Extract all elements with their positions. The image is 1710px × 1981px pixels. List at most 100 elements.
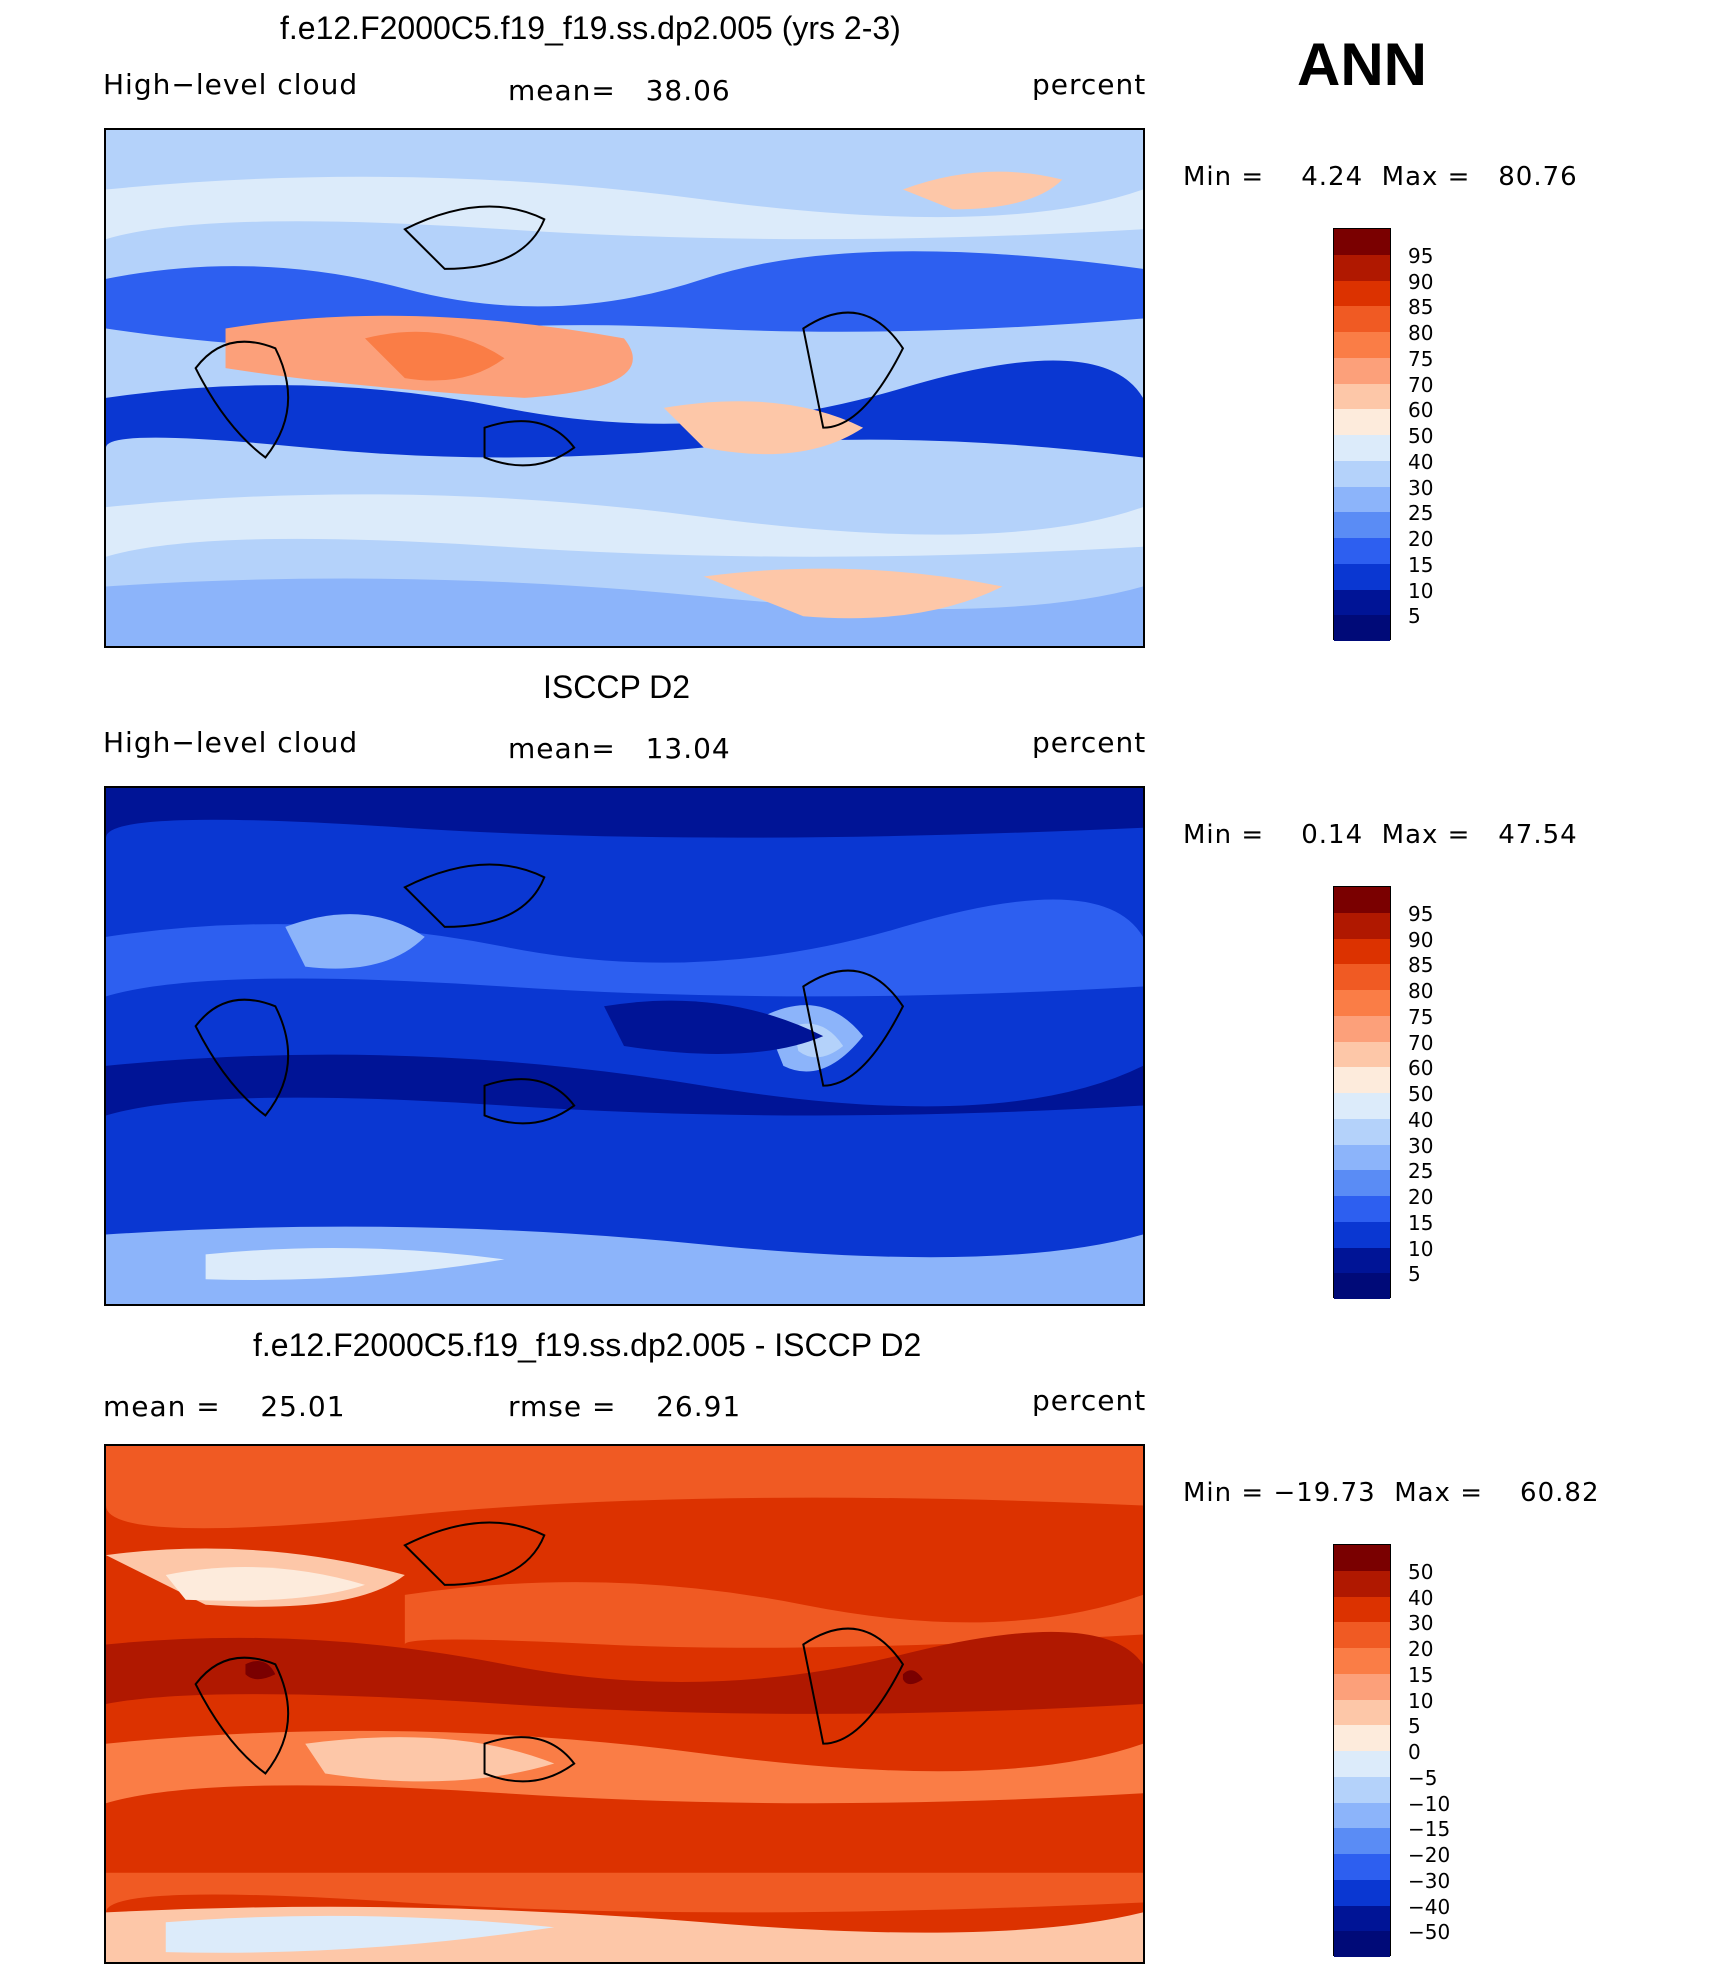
colorbar-segment — [1334, 280, 1390, 307]
colorbar-segment — [1334, 1273, 1390, 1299]
colorbar-segment — [1334, 332, 1390, 358]
colorbar-segment — [1334, 1879, 1390, 1906]
colorbar-tick-label: 40 — [1408, 1107, 1434, 1132]
colorbar-segment — [1334, 409, 1390, 435]
panel1-units-label: percent — [1032, 68, 1147, 101]
colorbar-segment — [1334, 1067, 1390, 1093]
colorbar-tick-label: −40 — [1408, 1894, 1451, 1919]
colorbar-tick-label: −50 — [1408, 1920, 1451, 1945]
colorbar-tick-label: 20 — [1408, 1637, 1434, 1661]
colorbar-tick-label: 95 — [1408, 901, 1434, 926]
colorbar-tick-label: 80 — [1408, 979, 1434, 1003]
colorbar-tick-label: 70 — [1408, 1030, 1434, 1055]
colorbar-tick-label: 40 — [1408, 1585, 1434, 1610]
colorbar-segment — [1334, 486, 1390, 513]
panel3-rmse-label: rmse = 26.91 — [508, 1390, 742, 1423]
colorbar-tick-label: −30 — [1408, 1868, 1451, 1893]
panel3-map — [104, 1444, 1145, 1964]
colorbar-segment — [1334, 1041, 1390, 1068]
colorbar-tick-label: 5 — [1408, 1262, 1421, 1287]
colorbar-segment — [1334, 1673, 1390, 1700]
colorbar-segment — [1334, 1622, 1390, 1648]
colorbar-tick-label: 0 — [1408, 1740, 1421, 1764]
colorbar-tick-label: 50 — [1408, 424, 1434, 448]
colorbar-tick-label: 90 — [1408, 927, 1434, 952]
colorbar-segment — [1334, 1196, 1390, 1222]
colorbar-segment — [1334, 512, 1390, 538]
colorbar-segment — [1334, 1828, 1390, 1854]
colorbar-segment — [1334, 938, 1390, 965]
colorbar-segment — [1334, 964, 1390, 990]
colorbar-segment — [1334, 435, 1390, 461]
panel3-minmax: Min = −19.73 Max = 60.82 — [1183, 1478, 1600, 1508]
colorbar-tick-label: 20 — [1408, 1185, 1434, 1209]
panel1-colorbar — [1333, 228, 1391, 641]
colorbar-tick-label: 95 — [1408, 243, 1434, 268]
colorbar-segment — [1334, 1725, 1390, 1751]
panel2-units-label: percent — [1032, 726, 1147, 759]
panel3-mean-label: mean = 25.01 — [103, 1390, 346, 1423]
panel2-left-label: High−level cloud — [103, 726, 359, 759]
colorbar-segment — [1334, 1648, 1390, 1674]
colorbar-tick-label: 15 — [1408, 552, 1434, 577]
colorbar-tick-label: 10 — [1408, 578, 1434, 603]
colorbar-segment — [1334, 306, 1390, 332]
panel1-title: f.e12.F2000C5.f19_f19.ss.dp2.005 (yrs 2-… — [280, 10, 901, 46]
panel2-colorbar — [1333, 886, 1391, 1299]
panel2-map — [104, 786, 1145, 1306]
colorbar-segment — [1334, 229, 1390, 255]
colorbar-segment — [1334, 1905, 1390, 1932]
colorbar-segment — [1334, 1776, 1390, 1803]
colorbar-tick-label: 85 — [1408, 953, 1434, 978]
panel1-left-label: High−level cloud — [103, 68, 359, 101]
colorbar-segment — [1334, 1247, 1390, 1274]
panel3-title: f.e12.F2000C5.f19_f19.ss.dp2.005 - ISCCP… — [253, 1327, 922, 1363]
colorbar-tick-label: 50 — [1408, 1082, 1434, 1106]
colorbar-segment — [1334, 1093, 1390, 1119]
panel2-mean-label: mean= 13.04 — [508, 732, 731, 765]
panel2-minmax: Min = 0.14 Max = 47.54 — [1183, 820, 1578, 850]
colorbar-segment — [1334, 589, 1390, 616]
colorbar-tick-label: 10 — [1408, 1236, 1434, 1261]
colorbar-tick-label: 75 — [1408, 1004, 1434, 1029]
panel3-colorbar — [1333, 1544, 1391, 1957]
colorbar-tick-label: 15 — [1408, 1210, 1434, 1235]
colorbar-segment — [1334, 538, 1390, 564]
colorbar-segment — [1334, 1802, 1390, 1829]
panel1-mean-label: mean= 38.06 — [508, 74, 731, 107]
colorbar-segment — [1334, 1931, 1390, 1957]
colorbar-segment — [1334, 1170, 1390, 1196]
colorbar-tick-label: 85 — [1408, 295, 1434, 320]
colorbar-tick-label: 20 — [1408, 527, 1434, 551]
panel1-map — [104, 128, 1145, 648]
colorbar-segment — [1334, 1699, 1390, 1726]
colorbar-segment — [1334, 1751, 1390, 1777]
colorbar-tick-label: 25 — [1408, 1159, 1434, 1184]
colorbar-segment — [1334, 1144, 1390, 1171]
colorbar-tick-label: 90 — [1408, 269, 1434, 294]
colorbar-tick-label: 30 — [1408, 1611, 1434, 1636]
colorbar-segment — [1334, 563, 1390, 590]
colorbar-tick-label: 70 — [1408, 372, 1434, 397]
panel1-minmax: Min = 4.24 Max = 80.76 — [1183, 162, 1578, 192]
colorbar-segment — [1334, 383, 1390, 410]
colorbar-tick-label: 80 — [1408, 321, 1434, 345]
colorbar-tick-label: 30 — [1408, 475, 1434, 500]
colorbar-tick-label: 25 — [1408, 501, 1434, 526]
colorbar-segment — [1334, 1015, 1390, 1042]
colorbar-tick-label: 60 — [1408, 1056, 1434, 1081]
colorbar-segment — [1334, 1118, 1390, 1145]
colorbar-segment — [1334, 912, 1390, 939]
colorbar-tick-label: −15 — [1408, 1817, 1451, 1842]
colorbar-segment — [1334, 1596, 1390, 1623]
colorbar-tick-label: 5 — [1408, 604, 1421, 629]
colorbar-segment — [1334, 1854, 1390, 1880]
colorbar-tick-label: 50 — [1408, 1559, 1434, 1584]
panel2-title: ISCCP D2 — [543, 669, 691, 705]
season-label: ANN — [1297, 31, 1427, 98]
colorbar-tick-label: 10 — [1408, 1688, 1434, 1713]
colorbar-tick-label: 5 — [1408, 1714, 1421, 1739]
colorbar-segment — [1334, 254, 1390, 281]
colorbar-segment — [1334, 1221, 1390, 1248]
colorbar-tick-label: 40 — [1408, 449, 1434, 474]
